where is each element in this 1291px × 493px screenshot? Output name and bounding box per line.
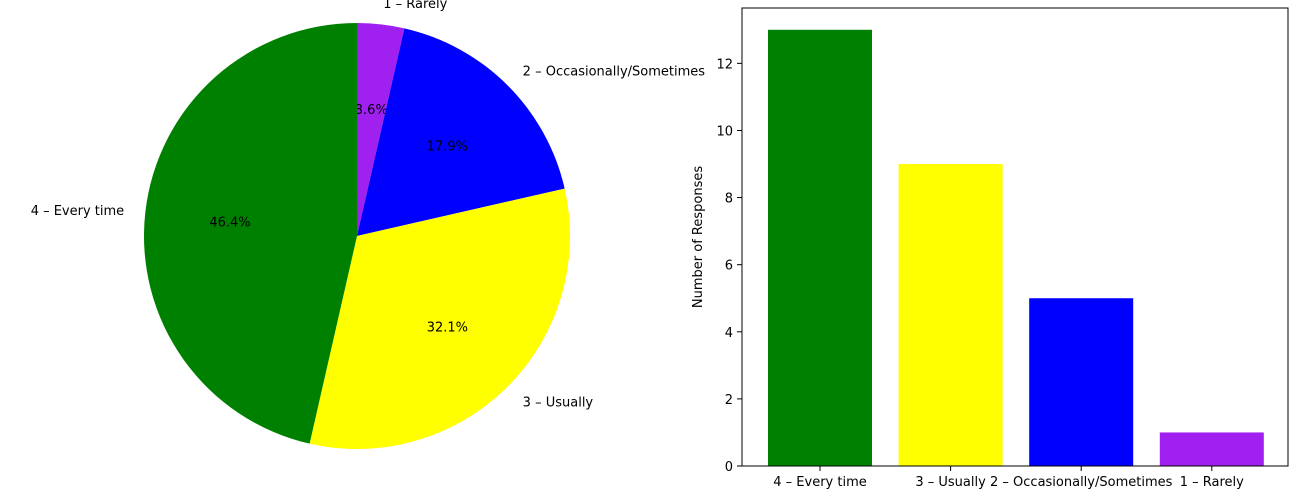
bar-4: [1159, 432, 1264, 466]
pie-percent-label-2: 17.9%: [427, 140, 468, 155]
pie-slice-1: [357, 23, 405, 236]
y-tick-label-4: 4: [725, 326, 733, 341]
pie-chart: 3.6% 1 – Rarely 17.9% 2 – Occasionally/Some…: [31, 0, 706, 450]
y-tick-label-2: 2: [725, 393, 733, 408]
x-tick-label-4: 1 – Rarely: [1180, 475, 1244, 490]
bar-1: [768, 29, 872, 467]
pie-percent-label-1: 3.6%: [355, 103, 388, 118]
pie-category-label-2: 2 – Occasionally/Sometimes: [523, 64, 706, 79]
y-tick-label-8: 8: [725, 192, 733, 207]
pie-percent-label-3: 32.1%: [427, 320, 468, 335]
bar-plot-frame: [741, 7, 1289, 467]
y-tick-label-12: 12: [716, 57, 733, 72]
pie-slice-3: [309, 188, 571, 450]
y-axis-label: Number of Responses: [691, 166, 706, 308]
x-tick-label-3: 2 – Occasionally/Sometimes: [990, 475, 1173, 490]
pie-category-label-3: 3 – Usually: [523, 396, 594, 411]
pie-slice-4: [144, 23, 357, 444]
y-tick-label-0: 0: [725, 460, 733, 475]
pie-category-label-4: 4 – Every time: [31, 204, 124, 219]
x-tick-label-2: 3 – Usually: [915, 475, 986, 490]
x-tick-label-1: 4 – Every time: [773, 475, 866, 490]
y-tick-label-6: 6: [725, 259, 733, 274]
pie-slice-2: [357, 28, 565, 236]
bar-3: [1029, 298, 1134, 466]
bar-chart: 0 2 4 6 8 10 12 4 – Every time 3 – Usually 2 – Oc…: [691, 7, 1289, 490]
pie-percent-label-4: 46.4%: [209, 216, 250, 231]
bar-2: [898, 164, 1003, 466]
y-tick-label-10: 10: [716, 124, 733, 139]
pie-category-label-1: 1 – Rarely: [383, 0, 447, 12]
